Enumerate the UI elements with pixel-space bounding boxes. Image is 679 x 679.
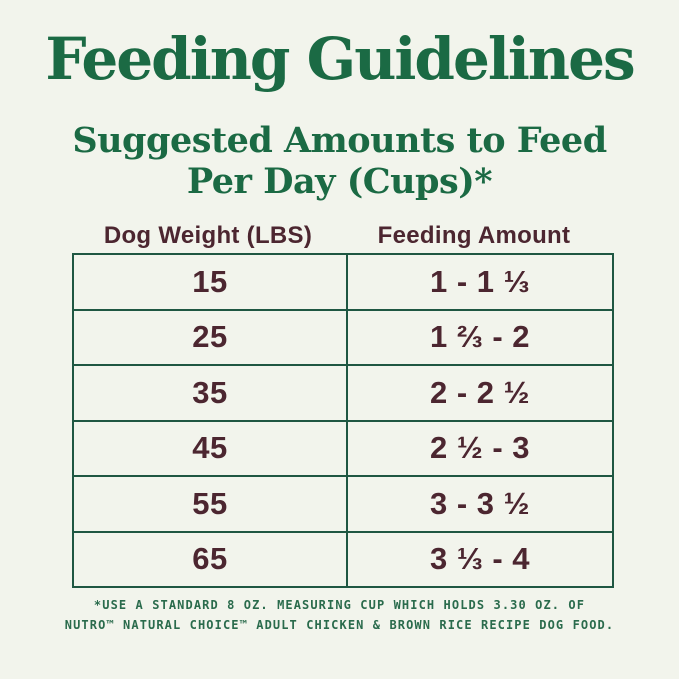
feeding-amount-cell: 2 ½ - 3 xyxy=(346,419,614,477)
feeding-amount-cell: 2 - 2 ½ xyxy=(346,364,614,422)
page-subtitle: Suggested Amounts to Feed Per Day (Cups)* xyxy=(0,120,679,203)
feeding-amount-cell: 1 - 1 ⅓ xyxy=(346,253,614,311)
dog-weight-cell: 35 xyxy=(72,364,348,422)
page-title: Feeding Guidelines xyxy=(45,25,635,93)
dog-weight-cell: 25 xyxy=(72,308,348,366)
dog-weight-cell: 65 xyxy=(72,530,348,588)
table-row: 55 3 - 3 ½ xyxy=(72,475,614,533)
column-header-feeding-amount: Feeding Amount xyxy=(377,222,571,249)
subtitle-line-2: Per Day (Cups)* xyxy=(186,161,493,203)
footnote-line-1: *USE A STANDARD 8 OZ. MEASURING CUP WHIC… xyxy=(93,598,586,612)
table-row: 45 2 ½ - 3 xyxy=(72,419,614,477)
table-row: 15 1 - 1 ⅓ xyxy=(72,253,614,311)
feeding-amount-cell: 1 ⅔ - 2 xyxy=(346,308,614,366)
table-row: 25 1 ⅔ - 2 xyxy=(72,308,614,366)
subtitle-line-1: Suggested Amounts to Feed xyxy=(72,120,607,161)
dog-weight-cell: 55 xyxy=(72,475,348,533)
table-row: 65 3 ⅓ - 4 xyxy=(72,530,614,588)
table-row: 35 2 - 2 ½ xyxy=(72,364,614,422)
feeding-amount-cell: 3 ⅓ - 4 xyxy=(346,530,614,588)
dog-weight-cell: 15 xyxy=(72,253,348,311)
dog-weight-cell: 45 xyxy=(72,419,348,477)
column-header-dog-weight: Dog Weight (LBS) xyxy=(103,222,313,249)
feeding-amount-cell: 3 - 3 ½ xyxy=(346,475,614,533)
footnote-line-2: NUTRO™ NATURAL CHOICE™ ADULT CHICKEN & B… xyxy=(64,618,615,633)
table-column-headers: Dog Weight (LBS) Feeding Amount xyxy=(72,222,604,250)
feeding-table: 15 1 - 1 ⅓ 25 1 ⅔ - 2 35 2 - 2 ½ 45 2 ½ … xyxy=(72,253,614,588)
footnote: *USE A STANDARD 8 OZ. MEASURING CUP WHIC… xyxy=(0,595,679,636)
